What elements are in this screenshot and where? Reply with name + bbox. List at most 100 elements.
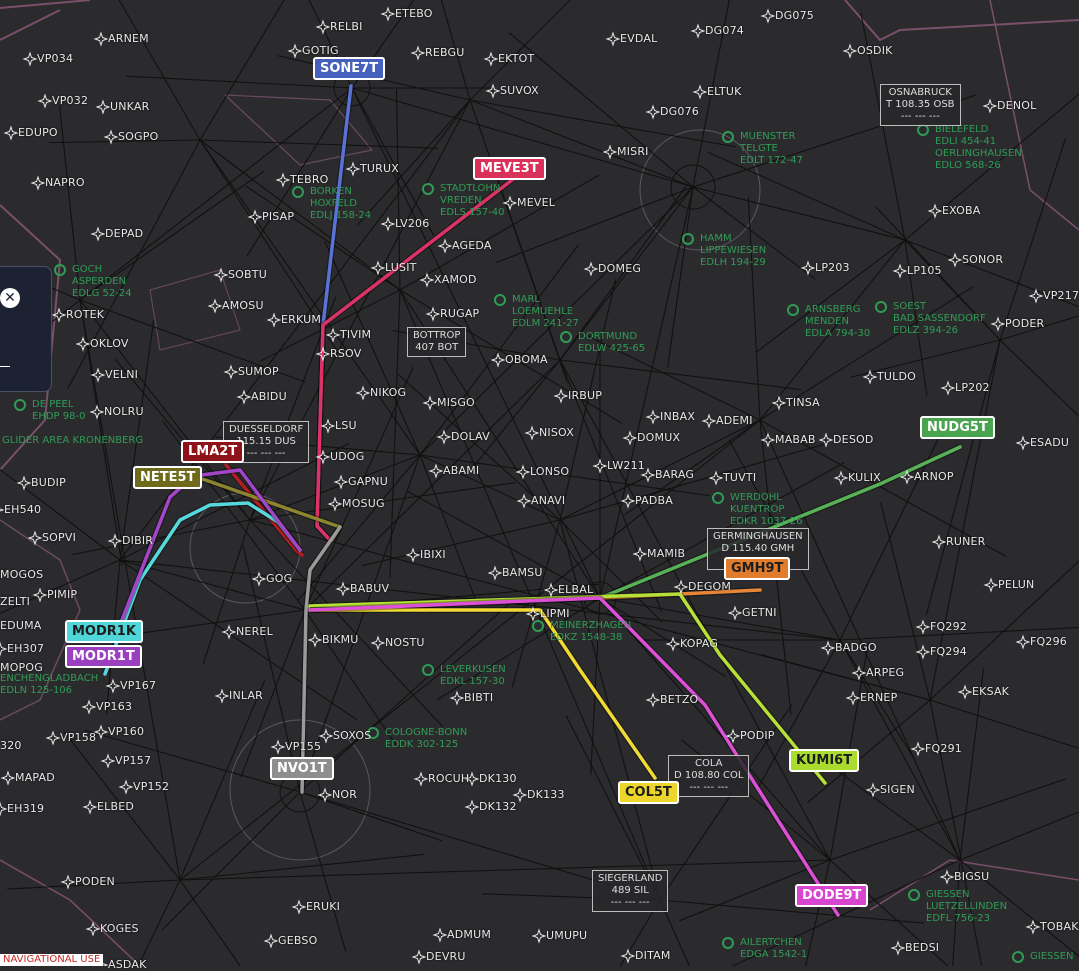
fix-label-bedsi: BEDSI [905,941,940,954]
procedure-tag-dode9t[interactable]: DODE9T [795,884,869,907]
fix-label-edu: EDUMA [0,619,42,632]
procedure-tag-modr1t[interactable]: MODR1T [65,645,142,668]
close-icon[interactable]: ✕ [0,288,20,308]
fix-icon [436,429,452,445]
fix-label-mevel: MEVEL [517,196,556,209]
fix-icon [622,430,638,446]
procedure-tag-meve3t[interactable]: MEVE3T [473,157,546,180]
procedure-tag-lma2t[interactable]: LMA2T [181,440,245,463]
airfield-icon [722,937,734,949]
fix-label-abami: ABAMI [443,464,480,477]
fix-label-admum: ADMUM [447,928,492,941]
airfield-label-goch: GOCH ASPERDEN EDLG 52-24 [72,264,132,300]
fix-label-depad: DEPAD [105,227,144,240]
fix-label-ernep: ERNEP [860,691,898,704]
fix-icon [37,93,53,109]
airfield-icon [422,183,434,195]
fix-icon [845,690,861,706]
fix-label-desod: DESOD [833,433,874,446]
fix-icon [16,475,32,491]
procedure-tag-modr1k[interactable]: MODR1K [65,620,143,643]
kumi6t-route[interactable] [308,592,827,785]
navaid-label-line: --- --- --- [246,448,286,459]
fix-label-eh540: EH540 [4,503,42,516]
airfield-icon [14,399,26,411]
airfield-label-arnsberg: ARNSBERG MENDEN EDLA 794-30 [805,304,870,340]
fix-icon [692,84,708,100]
navaid-box-bottrop[interactable]: BOTTROP 407 BOT [407,327,467,357]
procedure-tag-col5t[interactable]: COL5T [618,781,679,804]
fix-icon [100,753,116,769]
airfield-label-borken: BORKEN HOXFELD EDLJ 158-24 [310,186,371,222]
airfield-label-line: EDGA 1542-1 [740,949,808,960]
fix-icon [380,6,396,22]
fix-icon [915,619,931,635]
fix-label-tuldo: TULDO [877,370,917,383]
nvo1t-route[interactable] [300,525,342,794]
fix-label-mopog: MOPOG [0,661,43,674]
procedure-tag-kumi6t[interactable]: KUMI6T [789,749,860,772]
fix-icon [0,508,5,512]
fix-icon [275,172,291,188]
procedure-tag-sone7t[interactable]: SONE7T [313,57,386,80]
procedure-tag-nete5t[interactable]: NETE5T [133,466,203,489]
airfield-icon [722,131,734,143]
fix-label-nikog: NIKOG [370,386,407,399]
airfield-label-line: GOCH [72,264,103,275]
fix-icon [725,728,741,744]
airfield-icon [682,233,694,245]
fix-icon [464,799,480,815]
navaid-label-line: SIEGERLAND [598,873,663,884]
navaid-box-siegerland[interactable]: SIEGERLAND 489 SIL --- --- --- [592,870,669,912]
fix-icon [221,624,237,640]
airfield-icon [875,301,887,313]
navaid-box-cola[interactable]: COLA D 108.80 COL --- --- --- [668,755,750,797]
fix-label-dk130: DK130 [479,772,517,785]
airfield-label-moenchen: ENCHENGLADBACH EDLN 125-106 [0,673,98,697]
fix-label-lp105: LP105 [907,264,942,277]
fix-label-nor: NOR [332,788,358,801]
side-panel[interactable] [0,266,52,392]
fix-label-lv206: LV206 [395,217,430,230]
fix-icon [75,336,91,352]
meve3t-route[interactable] [315,178,514,542]
fix-label-kulix: KULIX [848,471,881,484]
col5t-route[interactable] [308,608,657,780]
fix-label-gapnu: GAPNU [348,475,388,488]
fix-icon [287,43,303,59]
airfield-label-giessen: GIESSEN LUETZELLINDEN EDFL 756-23 [926,889,1007,925]
fix-label-gebso: GEBSO [278,934,318,947]
fix-icon [990,316,1006,332]
fix-icon [3,125,19,141]
airfield-label-siegerlandfld: GIESSEN [1030,951,1074,963]
navaid-box-osnabruck[interactable]: OSNABRUCK T 108.35 OSB --- --- --- [880,84,961,126]
lma2t-route[interactable] [224,463,304,557]
fix-label-rotek: ROTEK [66,308,105,321]
fix-icon [957,684,973,700]
procedure-tag-gmh9t[interactable]: GMH9T [724,557,791,580]
airfield-label-line: EDLH 194-29 [700,257,766,268]
airfield-label-line: ASPERDEN [72,276,126,287]
fix-label-turux: TURUX [360,162,400,175]
procedure-tag-nudg5t[interactable]: NUDG5T [920,416,995,439]
fix-label-bibti: BIBTI [464,691,494,704]
fix-label-eltuk: ELTUK [707,85,742,98]
fix-label-degom: DEGOM [688,580,732,593]
fix-icon [380,216,396,232]
fix-icon [939,869,955,885]
navaid-box-duesseldorf[interactable]: DUESSELDORF 115.15 DUS --- --- --- [223,421,310,463]
fix-icon [1015,634,1031,650]
fix-icon [266,312,282,328]
fix-label-inbax: INBAX [660,410,696,423]
fix-icon [851,665,867,681]
fix-icon [487,565,503,581]
modr1t-route[interactable] [116,468,302,632]
fix-label-sonor: SONOR [962,253,1004,266]
fix-icon [95,99,111,115]
fix-icon [370,635,386,651]
fix-icon [483,51,499,67]
dode9t-route[interactable] [308,596,840,917]
fix-label-mosug: MOSUG [342,497,385,510]
procedure-tag-nvo1t[interactable]: NVO1T [270,757,334,780]
